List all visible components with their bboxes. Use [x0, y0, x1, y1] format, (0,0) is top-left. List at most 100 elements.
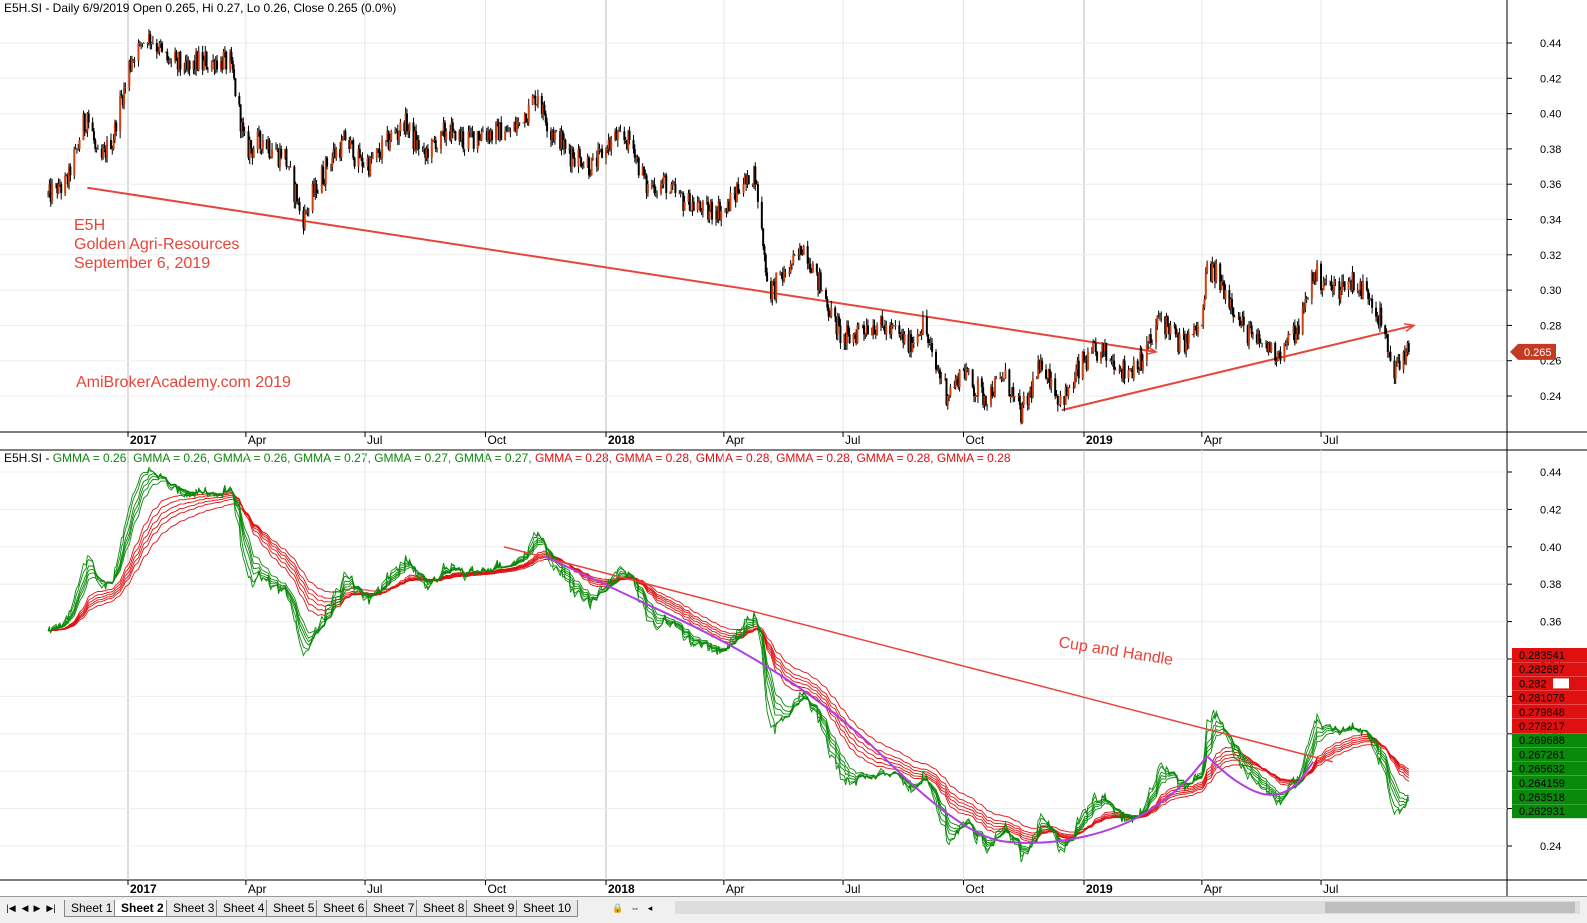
- candle-body: [128, 60, 131, 88]
- candle-body: [130, 60, 133, 70]
- scroll-left-icon[interactable]: ◂: [647, 903, 653, 913]
- gmma-short-line: [47, 477, 1409, 850]
- candle-body: [907, 334, 910, 352]
- candle-body: [324, 157, 327, 185]
- gmma-header-item: GMMA = 0.27,: [290, 451, 370, 465]
- candle-body: [1251, 334, 1254, 336]
- candle-body: [1233, 316, 1236, 318]
- candle-body: [864, 334, 867, 336]
- tab-sheet-9[interactable]: Sheet 9: [466, 900, 522, 917]
- candle-body: [717, 201, 720, 220]
- candle-body: [231, 60, 234, 70]
- tab-sheet-10[interactable]: Sheet 10: [516, 900, 579, 917]
- candle-body: [899, 334, 902, 336]
- candle-body: [523, 113, 526, 123]
- tab-sheet-1[interactable]: Sheet 1: [64, 900, 120, 917]
- candle-body: [479, 140, 482, 142]
- candle-body: [515, 122, 518, 132]
- candle-body: [940, 378, 943, 380]
- candle-body: [652, 184, 655, 186]
- candle-body: [1359, 281, 1362, 291]
- candle-body: [1268, 343, 1271, 352]
- last-sheet-icon[interactable]: ▶|: [46, 903, 56, 913]
- tab-sheet-3[interactable]: Sheet 3: [166, 900, 222, 917]
- candle-body: [85, 131, 88, 133]
- candle-body: [100, 148, 103, 158]
- candle-body: [1224, 290, 1227, 299]
- tab-sheet-8[interactable]: Sheet 8: [416, 900, 472, 917]
- tab-sheet-4[interactable]: Sheet 4: [216, 900, 272, 917]
- candle-body: [1010, 387, 1013, 396]
- lock-icon[interactable]: 🔒: [612, 903, 624, 913]
- candle-body: [268, 140, 271, 158]
- candle-body: [247, 131, 250, 158]
- tab-sheet-2[interactable]: Sheet 2: [114, 900, 171, 917]
- candle-body: [792, 254, 795, 264]
- cup-curve: [544, 555, 1208, 844]
- candle-body: [540, 95, 543, 114]
- candle-body: [498, 122, 501, 141]
- candle-body: [1403, 351, 1406, 361]
- candle-body: [1213, 263, 1216, 282]
- candle-body: [908, 334, 911, 352]
- candle-body: [581, 166, 584, 168]
- candle-body: [1320, 263, 1323, 291]
- candle-body: [1380, 307, 1383, 326]
- candle-body: [56, 184, 59, 194]
- candle-body: [847, 325, 850, 335]
- candle-body: [256, 131, 259, 149]
- candle-body: [92, 131, 95, 141]
- candle-body: [1270, 343, 1273, 352]
- candle-body: [1119, 369, 1122, 371]
- next-sheet-icon[interactable]: ▶: [33, 903, 41, 913]
- candle-body: [1279, 351, 1282, 361]
- candle-body: [708, 210, 711, 220]
- candle-body: [149, 34, 152, 43]
- gmma-header-item: GMMA = 0.28,: [853, 451, 933, 465]
- candle-body: [159, 43, 162, 44]
- candle-body: [534, 95, 537, 105]
- candle-body: [497, 122, 500, 141]
- candle-body: [229, 51, 232, 70]
- candle-body: [221, 60, 224, 70]
- candle-body: [526, 122, 529, 124]
- candle-body: [599, 148, 602, 150]
- candle-body: [754, 166, 757, 185]
- horizontal-scrollbar[interactable]: [675, 901, 1580, 914]
- candle-body: [451, 122, 454, 132]
- candle-body: [848, 334, 851, 344]
- tab-sheet-7[interactable]: Sheet 7: [366, 900, 422, 917]
- candle-body: [109, 140, 112, 149]
- candle-body: [661, 184, 664, 186]
- candle-body: [1202, 307, 1205, 326]
- candle-body: [1122, 360, 1125, 379]
- candle-body: [999, 378, 1002, 380]
- first-sheet-icon[interactable]: |◀: [6, 903, 16, 913]
- candle-body: [1191, 334, 1194, 336]
- candle-body: [1367, 290, 1370, 299]
- candle-body: [1313, 272, 1316, 282]
- candle-body: [1303, 307, 1306, 309]
- tab-sheet-5[interactable]: Sheet 5: [266, 900, 322, 917]
- prev-sheet-icon[interactable]: ◀: [21, 903, 29, 913]
- sync-icon[interactable]: ⇔: [630, 903, 640, 913]
- candle-body: [610, 140, 613, 149]
- candle-body: [1149, 334, 1152, 344]
- x-tick-label: Oct: [966, 882, 985, 896]
- candle-body: [158, 43, 161, 52]
- candle-body: [1285, 343, 1288, 345]
- candle-body: [496, 122, 499, 124]
- candle-body: [238, 95, 241, 105]
- candle-body: [47, 193, 50, 195]
- candle-body: [242, 122, 245, 132]
- candle-body: [1398, 360, 1401, 370]
- candle-body: [518, 122, 521, 124]
- candle-body: [590, 157, 593, 176]
- scrollbar-thumb[interactable]: [1325, 902, 1575, 913]
- candle-body: [286, 166, 289, 168]
- candle-body: [1013, 396, 1016, 397]
- x-tick-label: 2017: [130, 433, 157, 447]
- tab-sheet-6[interactable]: Sheet 6: [316, 900, 372, 917]
- candle-body: [1064, 387, 1067, 405]
- candle-body: [1175, 334, 1178, 336]
